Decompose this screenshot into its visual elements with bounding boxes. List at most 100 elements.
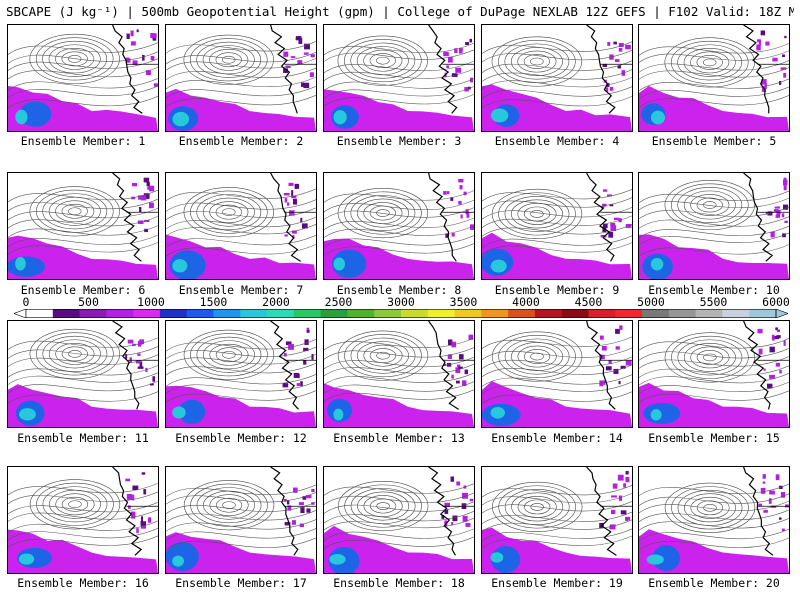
height-contour <box>68 500 82 509</box>
cape-speckle <box>465 42 470 45</box>
cape-core <box>8 256 45 277</box>
height-contour <box>639 381 789 395</box>
cape-speckle <box>614 59 620 62</box>
cape-speckle <box>447 56 453 63</box>
cape-speckle <box>125 478 131 482</box>
cape-speckle <box>139 361 143 368</box>
height-contour <box>166 374 316 387</box>
height-contour <box>68 207 82 216</box>
height-contour <box>498 192 576 236</box>
height-contour <box>166 223 316 237</box>
ensemble-member-label: Ensemble Member: 1 <box>20 134 146 148</box>
height-contour <box>8 207 158 221</box>
map-graphic <box>166 321 316 427</box>
height-contour <box>55 47 95 70</box>
colorbar-swatch <box>534 309 563 318</box>
coastline <box>743 321 771 410</box>
ensemble-member-map <box>481 320 633 428</box>
height-contour <box>664 37 755 88</box>
cape-speckle <box>782 179 788 186</box>
cape-speckle <box>769 490 775 495</box>
cape-speckle <box>455 367 461 374</box>
cape-speckle <box>148 202 154 209</box>
cape-speckle <box>146 181 150 186</box>
colorbar-swatch <box>267 309 295 318</box>
height-contour <box>8 85 158 99</box>
cape-speckle <box>757 328 763 334</box>
height-contour <box>639 500 789 514</box>
ensemble-member-label: Ensemble Member: 14 <box>491 431 623 445</box>
cape-speckle <box>613 41 617 45</box>
height-contour <box>29 33 120 84</box>
height-contour <box>482 242 632 255</box>
colorbar-swatch <box>642 309 670 318</box>
cape-speckle <box>310 54 315 58</box>
height-contour <box>639 190 789 204</box>
cape-speckle <box>458 48 463 54</box>
cape-speckle <box>761 79 767 85</box>
cape-speckle <box>620 365 626 369</box>
ensemble-member-map <box>481 24 633 132</box>
cape-speckle <box>615 346 620 350</box>
cape-speckle <box>607 41 611 46</box>
ensemble-member-map <box>481 172 633 280</box>
cape-speckle <box>153 83 158 87</box>
ensemble-member-map <box>165 320 317 428</box>
cape-speckle <box>601 345 607 351</box>
colorbar-swatch <box>26 309 54 318</box>
height-contour <box>166 58 316 71</box>
height-contour <box>29 479 121 530</box>
height-contour <box>166 235 316 248</box>
cape-speckle <box>130 30 134 37</box>
cape-speckle <box>445 233 449 238</box>
height-contour <box>8 528 158 541</box>
height-contour <box>639 232 789 246</box>
cape-speckle <box>132 60 138 65</box>
cape-core-high <box>650 409 662 421</box>
height-contour <box>664 179 755 231</box>
height-contour <box>222 208 236 217</box>
height-contour <box>196 41 262 78</box>
height-contour <box>324 483 474 496</box>
cape-speckle <box>127 339 134 344</box>
height-contour <box>670 40 749 84</box>
height-contour <box>209 494 249 517</box>
height-contour <box>482 77 632 90</box>
cape-speckle <box>140 516 143 522</box>
cape-speckle <box>603 223 608 229</box>
colorbar-tick-label: 5500 <box>699 295 728 309</box>
height-contour <box>639 67 789 80</box>
cape-speckle <box>283 68 288 73</box>
height-contour <box>42 40 108 77</box>
height-contour <box>482 347 632 360</box>
height-contour <box>324 217 474 230</box>
map-graphic <box>639 25 789 131</box>
height-contour <box>523 54 551 69</box>
cape-speckle <box>140 195 147 201</box>
height-contour <box>324 536 474 549</box>
cape-speckle <box>768 498 772 504</box>
cape-speckle <box>298 38 303 44</box>
cape-speckle <box>465 209 469 215</box>
height-contour <box>530 210 544 218</box>
cape-speckle <box>285 341 292 346</box>
cape-shading <box>482 232 632 279</box>
map-graphic <box>166 173 316 279</box>
cape-speckle <box>770 231 775 238</box>
cape-speckle <box>760 487 766 494</box>
cape-core-high <box>329 553 346 565</box>
height-contour <box>166 492 316 505</box>
cape-speckle <box>599 335 604 340</box>
height-contour <box>344 191 422 235</box>
cape-speckle <box>132 183 138 187</box>
height-contour <box>530 57 544 66</box>
cape-speckle <box>152 376 156 382</box>
cape-speckle <box>612 483 618 489</box>
cape-speckle <box>625 360 632 366</box>
height-contour <box>324 235 474 248</box>
cape-speckle <box>145 70 151 76</box>
cape-speckle <box>619 325 623 330</box>
colorbar-swatch <box>401 309 429 318</box>
height-contour <box>356 46 409 76</box>
colorbar-swatch <box>588 309 616 318</box>
